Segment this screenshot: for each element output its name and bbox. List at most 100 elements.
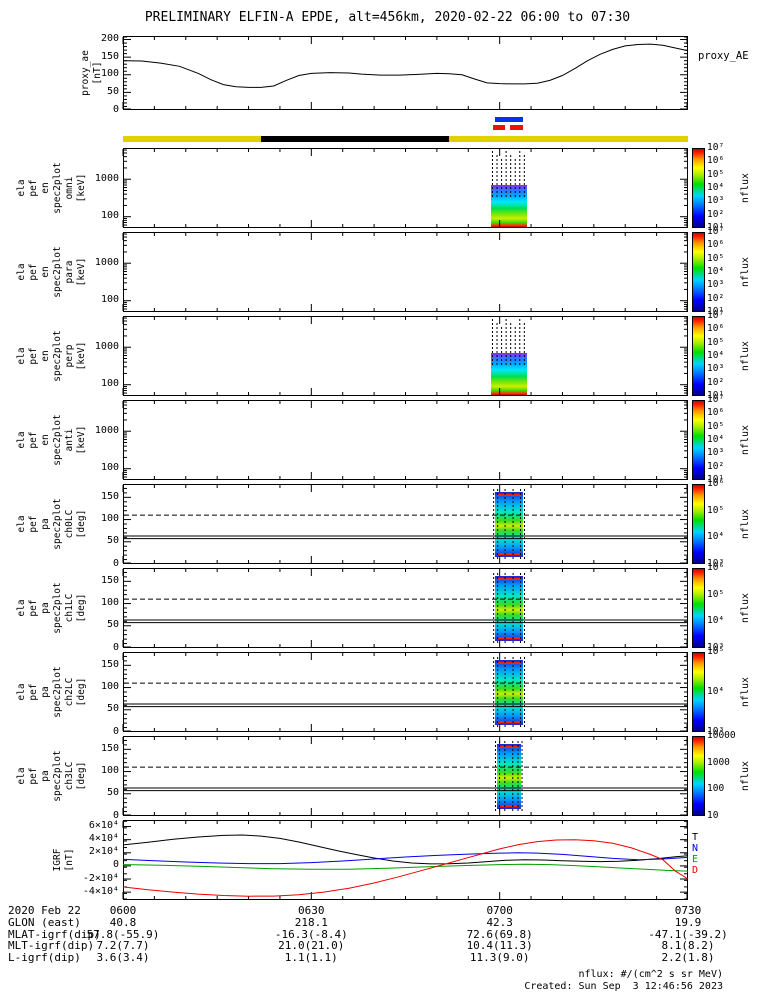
panel-en_anti: [122, 400, 688, 480]
colorbar-tick-label: 10¹: [707, 306, 725, 317]
colorbar-tick-label: 10⁶: [707, 323, 725, 335]
axis-label-line: ch1LC: [64, 593, 75, 623]
y-tick-label: 0: [112, 557, 119, 569]
data-line: [122, 852, 689, 865]
ephemeris-row-value: 7.2(7.7): [96, 939, 150, 952]
panel-border: [123, 568, 688, 648]
y-tick-label: 100: [100, 68, 119, 80]
panel-axis-label: ela pef en spec2plot omni [keV]: [16, 148, 88, 228]
epd-fast-bar-red: [493, 125, 506, 130]
axis-label-line: spec2plot: [52, 330, 63, 382]
panel-en_para: [122, 232, 688, 312]
colorbar: [692, 400, 705, 480]
paspec-burst-red-top: [496, 578, 522, 580]
y-tick-label: 100: [100, 681, 119, 693]
axis-label-line: pa: [40, 686, 51, 698]
data-line: [122, 863, 689, 872]
ephemeris-row-value: -47.1(-39.2): [648, 927, 728, 941]
axis-label-line: spec2plot: [52, 498, 63, 550]
axis-label-line: ela: [16, 179, 27, 197]
time-tick-label: 0600: [109, 904, 137, 917]
colorbar-tick-label: 10⁴: [707, 434, 725, 445]
paspec-burst-red-top: [498, 746, 519, 748]
axis-label-line: ch0LC: [64, 509, 75, 539]
data-line: [122, 839, 689, 897]
colorbar: [692, 736, 705, 816]
panel-border: [123, 484, 688, 564]
axis-label-line: ela: [16, 431, 27, 449]
y-tick-label: 100: [100, 765, 119, 777]
paspec-burst-red-bottom: [496, 637, 522, 640]
panel-border: [123, 652, 688, 732]
y-tick-label: 100: [100, 210, 119, 222]
colorbar-tick-label: 10³: [707, 726, 725, 737]
colorbar-tick-label: 10⁶: [707, 239, 725, 251]
ephemeris-row-value: 21.0(21.0): [278, 939, 345, 952]
axis-label-line: omni: [64, 176, 75, 200]
colorbar-tick-label: 10⁴: [707, 686, 725, 697]
panel-pa_ch3lc: [122, 736, 688, 816]
ephemeris-row-value: 2.2(1.8): [661, 950, 715, 964]
y-tick-label: 200: [100, 33, 119, 44]
panel-axis-label-rotated: ela pef pa spec2plot ch3LC [deg]: [16, 736, 88, 816]
created-timestamp: Created: Sun Sep 3 12:46:56 2023: [524, 981, 723, 992]
axis-label-line: pa: [40, 602, 51, 614]
ephemeris-row-value: 8.1(8.2): [661, 939, 715, 952]
colorbar-tick-label: 10⁵: [707, 646, 725, 657]
colorbar-tick-label: 10⁷: [707, 142, 725, 153]
axis-label-line: spec2plot: [52, 582, 63, 634]
y-tick-label: -4×10⁴: [82, 885, 119, 897]
ephemeris-row-label: MLAT-igrf(dip): [8, 927, 101, 941]
colorbar-tick-label: 100: [707, 783, 725, 795]
y-tick-label: 6×10⁴: [88, 820, 119, 832]
colorbar-title: nflux: [740, 760, 751, 792]
colorbar-tick-label: 10⁵: [707, 168, 725, 180]
y-tick-label: 0: [112, 725, 119, 737]
axis-label-line: pef: [28, 599, 39, 617]
colorbar-tick-label: 10⁴: [707, 531, 725, 543]
axis-label-line: en: [40, 434, 51, 446]
axis-label-line: pef: [28, 347, 39, 365]
axis-label-line: pef: [28, 263, 39, 281]
y-tick-label: 1000: [94, 340, 119, 352]
ephemeris-row-value: 11.3(9.0): [469, 950, 530, 964]
panel-axis-label-rotated: ela pef pa spec2plot ch0LC [deg]: [16, 484, 88, 564]
panel-axis-label-rotated: ela pef pa spec2plot ch1LC [deg]: [16, 568, 88, 648]
axis-label-line: ela: [16, 347, 27, 365]
colorbar: [692, 148, 705, 228]
colorbar-tick-label: 10²: [707, 208, 725, 220]
time-tick-label: 0700: [486, 904, 513, 917]
colorbar-tick-label: 10⁴: [707, 350, 725, 361]
panel-axis-label-rotated: ela pef en spec2plot omni [keV]: [16, 148, 88, 228]
y-tick-label: -2×10⁴: [82, 872, 119, 884]
ephemeris-row-value: 72.6(69.8): [466, 927, 533, 941]
axis-label-line: pef: [28, 515, 39, 533]
ephemeris-row-value: 218.1: [294, 916, 328, 929]
colorbar: [692, 232, 705, 312]
axis-label-line: en: [40, 350, 51, 362]
panel-border: [123, 148, 688, 228]
axis-label-line: anti: [64, 428, 75, 452]
panel-axis-label: proxy_ae [nT]: [80, 36, 104, 110]
axis-label-line: spec2plot: [52, 246, 63, 298]
y-tick-label: 100: [100, 513, 119, 525]
axis-label-line: ch3LC: [64, 761, 75, 791]
paspec-burst: [494, 660, 524, 726]
axis-label-line: ch2LC: [64, 677, 75, 707]
axis-label-line: pef: [28, 767, 39, 785]
colorbar-tick-label: 10⁷: [707, 310, 725, 321]
panel-axis-label-rotated: ela pef en spec2plot anti [keV]: [16, 400, 88, 480]
figure-title: PRELIMINARY ELFIN-A EPDE, alt=456km, 202…: [144, 10, 631, 25]
panel-en_omni: [122, 148, 688, 228]
axis-label-line: [keV]: [76, 257, 87, 287]
ephemeris-row-label: MLT-igrf(dip): [8, 939, 95, 952]
y-tick-label: 50: [106, 85, 119, 97]
colorbar-title: nflux: [740, 340, 751, 372]
axis-label-line: pef: [28, 179, 39, 197]
colorbar-tick-label: 10⁶: [707, 478, 725, 489]
colorbar-tick-label: 10⁶: [707, 562, 725, 573]
y-tick-label: 1000: [94, 424, 119, 436]
colorbar-tick-label: 10⁵: [707, 252, 725, 264]
y-tick-label: 0: [112, 103, 119, 115]
axis-label-line: ela: [16, 515, 27, 533]
